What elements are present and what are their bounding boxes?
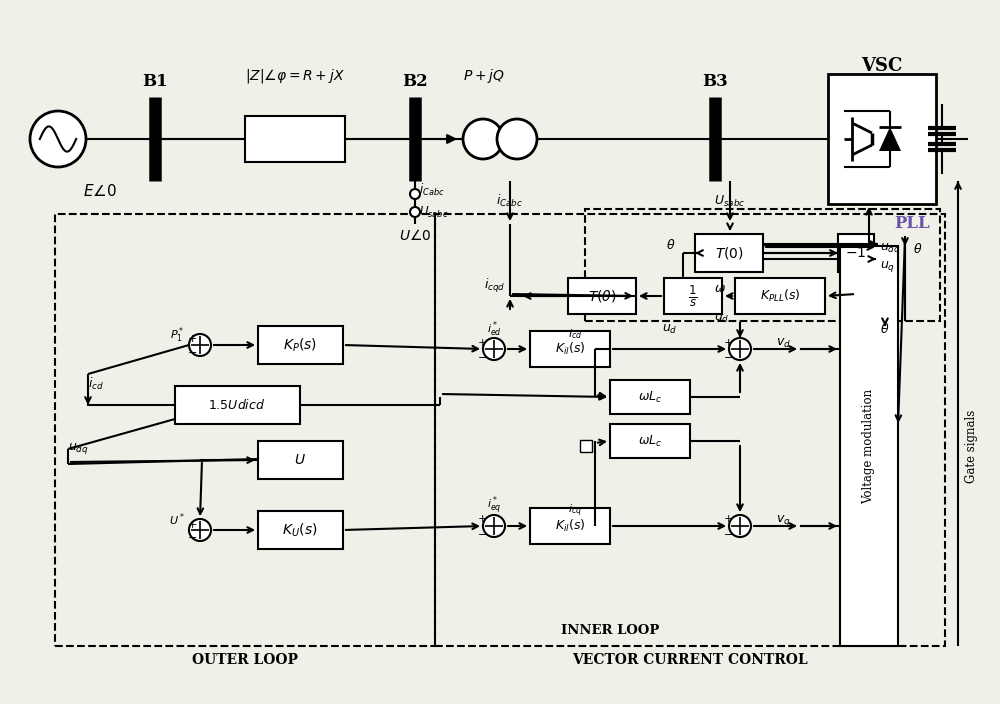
Text: $T(0)$: $T(0)$ [715,245,743,261]
Text: $+$: $+$ [723,513,733,524]
Text: $E\angle 0$: $E\angle 0$ [83,183,117,199]
Text: $U\angle 0$: $U\angle 0$ [399,229,431,244]
FancyBboxPatch shape [258,441,343,479]
Text: Gate signals: Gate signals [966,409,978,483]
Circle shape [410,207,420,217]
FancyBboxPatch shape [735,278,825,314]
Text: $+$: $+$ [477,337,487,348]
Text: B2: B2 [402,73,428,91]
Text: $+$: $+$ [477,513,487,524]
Text: $i_{cqd}$: $i_{cqd}$ [484,277,505,295]
Text: $i_{Cabc}$: $i_{Cabc}$ [419,182,445,198]
FancyBboxPatch shape [828,74,936,204]
Text: $u_{dq}$: $u_{dq}$ [880,241,901,256]
Text: PLL: PLL [894,215,930,232]
Circle shape [729,338,751,360]
Text: $+$: $+$ [723,337,733,348]
FancyBboxPatch shape [568,278,636,314]
Text: $v_q$: $v_q$ [776,513,791,527]
Text: VECTOR CURRENT CONTROL: VECTOR CURRENT CONTROL [572,653,808,667]
FancyBboxPatch shape [610,380,690,414]
Text: INNER LOOP: INNER LOOP [561,624,659,636]
Text: $K_{il}(s)$: $K_{il}(s)$ [555,341,585,357]
FancyBboxPatch shape [258,511,343,549]
Text: $K_P(s)$: $K_P(s)$ [283,337,317,353]
Circle shape [30,111,86,167]
FancyBboxPatch shape [580,440,592,452]
Text: $i_{Cabc}$: $i_{Cabc}$ [496,193,524,209]
Text: $-$: $-$ [723,528,733,538]
Text: $U^*$: $U^*$ [169,512,185,528]
Text: $-$: $-$ [723,351,733,361]
Text: B3: B3 [702,73,728,91]
Text: $T(\theta)$: $T(\theta)$ [588,288,616,304]
Circle shape [483,338,505,360]
Text: $\theta$: $\theta$ [913,242,922,256]
Circle shape [189,334,211,356]
Text: $-$: $-$ [187,346,197,356]
Text: $i_{cd}$: $i_{cd}$ [88,376,104,392]
Text: $i_{cq}$: $i_{cq}$ [568,503,582,520]
Text: $U_{sabc}$: $U_{sabc}$ [714,194,746,208]
Circle shape [497,119,537,159]
Text: $-$: $-$ [477,351,487,361]
FancyBboxPatch shape [838,234,874,272]
Text: Voltage modulation: Voltage modulation [862,389,876,503]
Text: $v_d$: $v_d$ [776,337,791,350]
Text: $K_{PLL}(s)$: $K_{PLL}(s)$ [760,288,800,304]
Text: $\frac{1}{s}$: $\frac{1}{s}$ [688,283,698,308]
Text: VSC: VSC [861,57,903,75]
FancyBboxPatch shape [840,246,898,646]
Circle shape [729,515,751,537]
FancyBboxPatch shape [695,234,763,272]
Text: B1: B1 [142,73,168,91]
FancyBboxPatch shape [610,424,690,458]
Polygon shape [879,127,901,151]
FancyBboxPatch shape [258,326,343,364]
Text: $i_{cd}$: $i_{cd}$ [568,327,582,341]
Text: $i_{ed}^*$: $i_{ed}^*$ [487,319,501,339]
Text: $\omega L_c$: $\omega L_c$ [638,434,662,448]
Text: $\omega L_c$: $\omega L_c$ [638,389,662,405]
Text: $|Z|\angle\varphi=R+jX$: $|Z|\angle\varphi=R+jX$ [245,67,345,85]
Circle shape [463,119,503,159]
Text: $U$: $U$ [294,453,306,467]
Text: $\theta$: $\theta$ [666,238,676,252]
Text: $U_{sabc}$: $U_{sabc}$ [419,204,449,220]
Text: $K_{il}(s)$: $K_{il}(s)$ [555,518,585,534]
Text: $u_q$: $u_q$ [880,260,895,275]
Text: $u_{dq}$: $u_{dq}$ [68,441,89,456]
Text: $P_1^*$: $P_1^*$ [170,325,185,345]
Text: $1.5Udicd$: $1.5Udicd$ [208,398,266,412]
Text: $\omega$: $\omega$ [714,282,726,294]
Text: $K_U(s)$: $K_U(s)$ [282,521,318,539]
Text: $+$: $+$ [187,519,197,529]
Circle shape [189,519,211,541]
Text: OUTER LOOP: OUTER LOOP [192,653,298,667]
Text: $u_d$: $u_d$ [714,311,730,325]
FancyBboxPatch shape [245,116,345,162]
Circle shape [483,515,505,537]
Text: $-1$: $-1$ [845,246,867,260]
FancyBboxPatch shape [664,278,722,314]
Text: $u_d$: $u_d$ [662,322,678,336]
Text: $P+jQ$: $P+jQ$ [463,67,505,85]
FancyBboxPatch shape [530,331,610,367]
FancyBboxPatch shape [530,508,610,544]
Text: $-$: $-$ [477,528,487,538]
Text: $+$: $+$ [187,334,197,344]
Circle shape [410,189,420,199]
Text: $i_{eq}^*$: $i_{eq}^*$ [487,495,501,517]
Text: $-$: $-$ [187,531,197,541]
FancyBboxPatch shape [175,386,300,424]
Text: $\theta$: $\theta$ [880,322,890,336]
